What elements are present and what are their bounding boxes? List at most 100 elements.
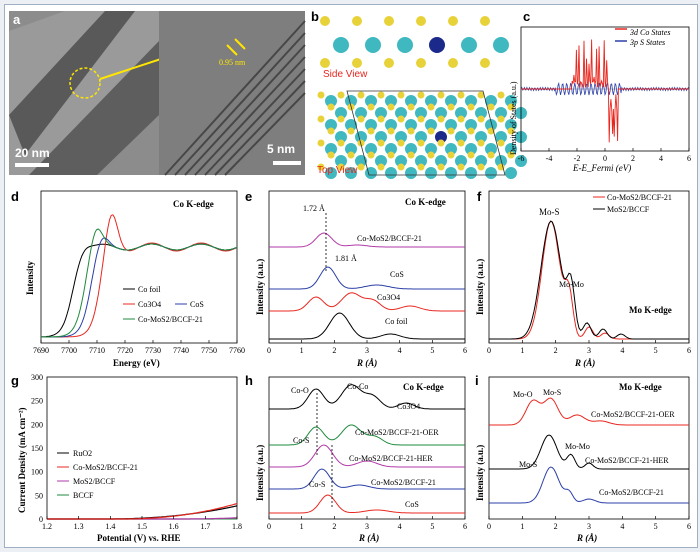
molybdenum-atom	[345, 119, 357, 131]
d-x-tick: 7730	[145, 346, 161, 355]
h-x-tick: 4	[398, 522, 402, 531]
sulfur-atom	[480, 58, 490, 68]
molybdenum-atom	[333, 37, 349, 53]
i-label-mos-1: Mo-S	[543, 388, 561, 397]
g-legend-bccf: BCCF	[73, 491, 94, 500]
h-label-her: Co-MoS2/BCCF-21-HER	[349, 454, 433, 463]
i-title: Mo K-edge	[619, 382, 662, 392]
sulfur-atom	[397, 115, 405, 123]
sulfur-atom	[384, 58, 394, 68]
c-ylabel: Density of States (a.u.)	[509, 81, 518, 155]
molybdenum-atom	[495, 131, 507, 143]
panel-e: e Co K-edge 1.72 Å 1.81 Å Co-MoS2/BCCF-2…	[245, 189, 467, 368]
molybdenum-atom	[395, 131, 407, 143]
sulfur-atom	[477, 163, 485, 171]
molybdenum-atom	[415, 155, 427, 167]
d-x-tick: 7700	[61, 346, 77, 355]
molybdenum-atom	[495, 107, 507, 119]
i-x-tick: 0	[487, 522, 491, 531]
molybdenum-atom	[493, 37, 509, 53]
molybdenum-atom	[375, 131, 387, 143]
g-x-tick: 1.6	[169, 522, 179, 531]
molybdenum-atom	[425, 119, 437, 131]
e-label-cofoil: Co foil	[385, 317, 408, 326]
panel-label-a: a	[13, 12, 21, 27]
sulfur-atom	[417, 91, 425, 99]
sulfur-atom	[477, 139, 485, 147]
legend-co: 3d Co States	[629, 28, 670, 37]
sulfur-atom	[367, 151, 375, 159]
h-x-tick: 6	[463, 522, 467, 531]
sulfur-atom	[317, 115, 325, 123]
sulfur-atom	[416, 16, 426, 26]
g-x-tick: 1.5	[137, 522, 147, 531]
panel-label-c: c	[523, 9, 530, 24]
e-label-cos: CoS	[390, 270, 404, 279]
molybdenum-atom	[461, 37, 477, 53]
molybdenum-atom	[445, 167, 457, 179]
e-x-tick: 4	[398, 346, 402, 355]
c-xlabel: E-E_Fermi (eV)	[572, 163, 631, 173]
g-legend-ruo2: RuO2	[73, 449, 92, 458]
panel-h: h Co K-edge Co-O Co-Co Co3O4 Co-MoS2/BCC…	[245, 373, 467, 543]
i-xlabel: R (Å)	[576, 533, 597, 543]
molybdenum-atom	[345, 143, 357, 155]
f-title: Mo K-edge	[629, 305, 672, 315]
sulfur-atom	[384, 16, 394, 26]
h-x-tick: 3	[365, 522, 369, 531]
molybdenum-atom	[485, 95, 497, 107]
e-label-comos: Co-MoS2/BCCF-21	[357, 234, 422, 243]
sulfur-atom	[480, 16, 490, 26]
i-x-tick: 4	[620, 522, 624, 531]
sulfur-atom	[417, 163, 425, 171]
molybdenum-atom	[325, 143, 337, 155]
d-x-tick: 7710	[89, 346, 105, 355]
sulfur-atom	[397, 163, 405, 171]
g-x-tick: 1.7	[200, 522, 210, 531]
sulfur-atom	[487, 151, 495, 159]
d-x-tick: 7690	[33, 346, 49, 355]
g-legend-comos: Co-MoS2/BCCF-21	[73, 463, 138, 472]
sulfur-atom	[447, 151, 455, 159]
c-x-tick: -4	[546, 154, 553, 163]
sulfur-atom	[457, 139, 465, 147]
scalebar-right	[273, 161, 301, 165]
molybdenum-atom	[375, 107, 387, 119]
g-y-tick: 200	[31, 420, 43, 429]
sulfur-atom	[437, 163, 445, 171]
sulfur-atom	[457, 115, 465, 123]
cobalt-atom	[435, 131, 447, 143]
h-label-coco: Co-Co	[347, 382, 368, 391]
f-label-momo: Mo-Mo	[559, 280, 584, 289]
molybdenum-atom	[335, 107, 347, 119]
sulfur-atom	[377, 91, 385, 99]
e-x-tick: 0	[267, 346, 271, 355]
molybdenum-atom	[395, 107, 407, 119]
panel-b: b Side View Top View	[311, 9, 527, 179]
sulfur-atom	[437, 115, 445, 123]
sulfur-atom	[337, 163, 345, 171]
e-xlabel: R (Å)	[356, 358, 377, 368]
d-legend-co3o4: Co3O4	[138, 300, 161, 309]
sulfur-atom	[507, 151, 515, 159]
molybdenum-atom	[455, 155, 467, 167]
e-label-181: 1.81 Å	[335, 254, 357, 263]
sulfur-atom	[317, 163, 325, 171]
i-label-moo: Mo-O	[513, 390, 533, 399]
sulfur-atom	[367, 127, 375, 135]
molybdenum-atom	[435, 107, 447, 119]
c-x-tick: -2	[574, 154, 581, 163]
e-x-tick: 5	[430, 346, 434, 355]
f-x-tick: 3	[587, 346, 591, 355]
panel-i: i Mo K-edge Mo-O Mo-S Co-MoS2/BCCF-21-OE…	[475, 373, 691, 543]
g-x-tick: 1.2	[42, 522, 52, 531]
g-ylabel: Current Density (mA cm⁻²)	[17, 407, 27, 513]
d-x-tick: 7750	[201, 346, 217, 355]
panel-label-f: f	[477, 189, 482, 204]
panel-g: g RuO2 Co-MoS2/BCCF-21 MoS2/BCCF BCCF 1.…	[11, 373, 242, 543]
sulfur-atom	[337, 139, 345, 147]
sulfur-atom	[327, 151, 335, 159]
sulfur-atom	[467, 151, 475, 159]
h-ylabel: Intensity (a.u.)	[255, 445, 265, 501]
e-x-tick: 1	[300, 346, 304, 355]
